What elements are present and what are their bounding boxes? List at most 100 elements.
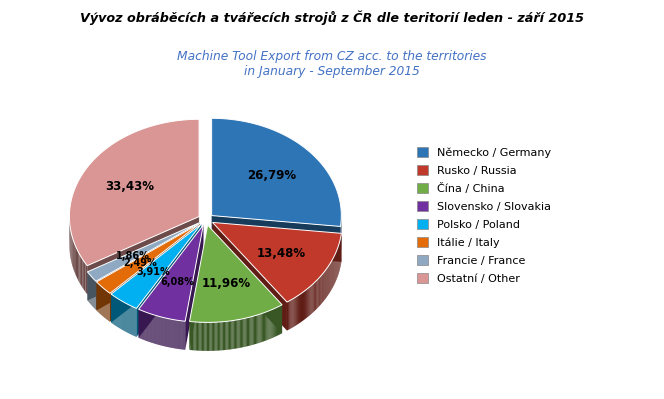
Polygon shape: [193, 322, 195, 350]
Polygon shape: [201, 322, 202, 351]
Polygon shape: [208, 225, 282, 333]
Polygon shape: [214, 322, 215, 351]
Polygon shape: [254, 316, 255, 344]
Polygon shape: [278, 306, 279, 335]
Polygon shape: [212, 215, 341, 255]
Polygon shape: [212, 222, 287, 331]
Polygon shape: [308, 288, 309, 317]
Polygon shape: [74, 242, 75, 273]
Polygon shape: [206, 322, 207, 351]
Polygon shape: [199, 322, 201, 351]
Polygon shape: [322, 273, 323, 303]
Polygon shape: [303, 291, 304, 321]
Polygon shape: [81, 257, 82, 287]
Text: 1,86%: 1,86%: [116, 251, 149, 261]
Polygon shape: [246, 318, 247, 347]
Polygon shape: [309, 286, 311, 315]
Polygon shape: [241, 319, 242, 348]
Polygon shape: [253, 316, 254, 345]
Polygon shape: [301, 293, 302, 322]
Polygon shape: [320, 276, 321, 306]
Text: 26,79%: 26,79%: [247, 169, 296, 182]
Polygon shape: [325, 270, 326, 299]
Polygon shape: [219, 322, 220, 351]
Text: Vývoz obráběcích a tvářecích strojů z ČR dle teritorií leden - září 2015: Vývoz obráběcích a tvářecích strojů z ČR…: [80, 10, 584, 24]
Polygon shape: [88, 223, 199, 281]
Polygon shape: [263, 313, 264, 342]
Polygon shape: [228, 321, 229, 350]
Polygon shape: [212, 222, 341, 262]
Polygon shape: [319, 277, 320, 306]
Polygon shape: [288, 301, 290, 330]
Polygon shape: [230, 321, 231, 350]
Polygon shape: [268, 310, 270, 340]
Polygon shape: [202, 322, 203, 351]
Polygon shape: [304, 290, 305, 320]
Polygon shape: [287, 302, 288, 331]
Polygon shape: [203, 322, 205, 351]
Polygon shape: [197, 322, 198, 351]
Polygon shape: [256, 315, 257, 344]
Polygon shape: [277, 307, 278, 336]
Polygon shape: [298, 295, 299, 324]
Polygon shape: [266, 312, 268, 340]
Polygon shape: [270, 310, 271, 339]
Polygon shape: [326, 269, 327, 298]
Polygon shape: [257, 315, 258, 344]
Polygon shape: [76, 247, 77, 278]
Polygon shape: [210, 322, 212, 351]
Polygon shape: [242, 319, 243, 348]
Polygon shape: [111, 224, 201, 308]
Polygon shape: [273, 309, 274, 338]
Polygon shape: [261, 314, 262, 342]
Polygon shape: [139, 225, 203, 338]
Text: 11,96%: 11,96%: [202, 277, 251, 290]
Text: 3,91%: 3,91%: [136, 267, 170, 277]
Polygon shape: [191, 322, 192, 350]
Polygon shape: [212, 322, 213, 351]
Polygon shape: [258, 314, 260, 343]
Polygon shape: [84, 261, 86, 292]
Polygon shape: [238, 319, 240, 348]
Polygon shape: [247, 318, 248, 346]
Polygon shape: [323, 272, 325, 301]
Polygon shape: [75, 245, 76, 275]
Polygon shape: [248, 317, 249, 346]
Polygon shape: [300, 294, 301, 323]
Polygon shape: [192, 322, 193, 350]
Polygon shape: [279, 306, 280, 335]
Text: 6,08%: 6,08%: [160, 277, 194, 287]
Polygon shape: [208, 322, 209, 351]
Polygon shape: [189, 225, 208, 350]
Polygon shape: [293, 298, 295, 327]
Polygon shape: [276, 307, 277, 336]
Polygon shape: [315, 281, 316, 310]
Polygon shape: [224, 322, 225, 350]
Polygon shape: [216, 322, 218, 351]
Polygon shape: [137, 224, 201, 337]
Polygon shape: [271, 310, 272, 339]
Polygon shape: [275, 308, 276, 337]
Polygon shape: [226, 321, 228, 350]
Polygon shape: [314, 282, 315, 311]
Polygon shape: [96, 223, 199, 310]
Polygon shape: [77, 249, 78, 280]
Polygon shape: [280, 305, 281, 334]
Polygon shape: [73, 239, 74, 271]
Polygon shape: [220, 322, 222, 350]
Polygon shape: [235, 320, 236, 349]
Polygon shape: [299, 294, 300, 324]
Polygon shape: [272, 309, 273, 338]
Polygon shape: [111, 224, 201, 323]
Polygon shape: [316, 280, 317, 310]
Polygon shape: [234, 320, 235, 349]
Polygon shape: [236, 320, 237, 349]
Polygon shape: [240, 319, 241, 348]
Polygon shape: [96, 223, 200, 293]
Polygon shape: [313, 283, 314, 312]
Polygon shape: [291, 299, 293, 328]
Polygon shape: [260, 314, 261, 343]
Polygon shape: [232, 320, 234, 349]
Polygon shape: [96, 223, 200, 310]
Polygon shape: [229, 321, 230, 350]
